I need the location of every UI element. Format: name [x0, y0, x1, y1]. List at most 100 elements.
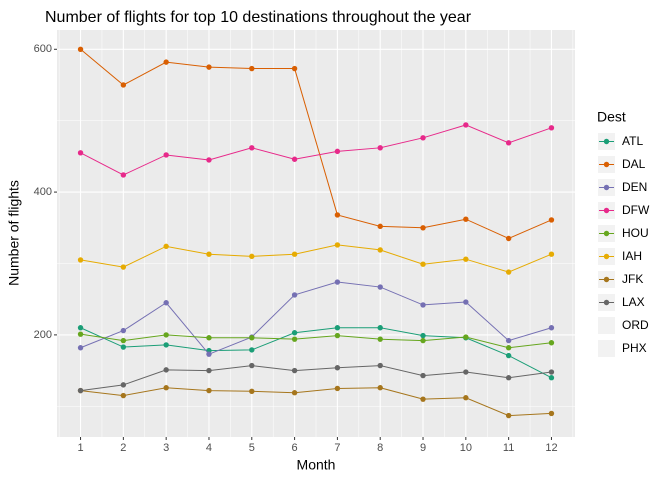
- data-point: [377, 145, 383, 151]
- x-axis-title: Month: [297, 457, 336, 473]
- data-point: [463, 395, 469, 401]
- data-point: [548, 325, 555, 331]
- data-point: [206, 351, 212, 357]
- data-point: [548, 410, 555, 417]
- data-point: [206, 157, 212, 163]
- data-point: [77, 345, 84, 351]
- y-axis-title: Number of flights: [6, 180, 22, 286]
- legend-label: ORD: [622, 318, 649, 332]
- data-point: [206, 335, 212, 341]
- x-tick-label: 9: [420, 442, 426, 454]
- data-point: [291, 65, 298, 72]
- data-point: [249, 253, 255, 260]
- legend-key-point: [603, 207, 610, 214]
- data-point: [420, 337, 426, 344]
- legend-label: DEN: [622, 180, 647, 194]
- data-point: [249, 65, 255, 72]
- data-point: [548, 340, 555, 346]
- legend-label: JFK: [622, 272, 643, 286]
- data-point: [420, 332, 426, 339]
- data-point: [163, 300, 169, 306]
- data-point: [377, 362, 383, 369]
- x-tick-label: 10: [460, 442, 472, 454]
- data-point: [505, 345, 512, 351]
- data-point: [548, 217, 555, 223]
- data-point: [420, 135, 426, 141]
- chart-title: Number of flights for top 10 destination…: [45, 9, 472, 26]
- data-point: [334, 212, 341, 218]
- legend-key: [598, 340, 615, 357]
- data-point: [120, 344, 127, 350]
- data-point: [463, 334, 469, 340]
- data-point: [120, 172, 127, 178]
- data-point: [334, 385, 341, 392]
- x-tick-label: 5: [249, 442, 255, 454]
- legend-key-point: [603, 230, 610, 237]
- series-line: [80, 387, 552, 417]
- data-point: [505, 375, 512, 381]
- y-tick-label: 400: [34, 186, 52, 198]
- legend-label: DFW: [622, 203, 650, 217]
- x-tick-label: 7: [334, 442, 340, 454]
- data-point: [463, 256, 469, 262]
- data-point: [291, 251, 298, 257]
- data-point: [505, 235, 512, 242]
- data-point: [291, 330, 298, 336]
- data-point: [377, 336, 383, 342]
- data-point: [548, 375, 555, 381]
- data-point: [463, 216, 469, 222]
- data-point: [249, 388, 255, 395]
- x-tick-label: 4: [206, 442, 212, 454]
- data-point: [463, 122, 469, 128]
- data-point: [291, 390, 298, 396]
- data-point: [334, 279, 341, 285]
- data-point: [334, 148, 341, 155]
- series-line: [80, 244, 552, 273]
- data-point: [163, 332, 169, 338]
- x-tick-label: 3: [163, 442, 169, 454]
- data-point: [420, 372, 426, 379]
- series-line: [80, 327, 552, 379]
- data-point: [291, 292, 298, 298]
- x-tick-label: 2: [120, 442, 126, 454]
- data-point: [206, 387, 212, 394]
- data-point: [163, 367, 169, 373]
- data-point: [77, 331, 84, 337]
- data-point: [77, 150, 84, 156]
- data-point: [206, 367, 212, 374]
- data-point: [77, 257, 84, 263]
- series-line: [80, 48, 552, 240]
- data-point: [163, 152, 169, 158]
- legend-key-point: [603, 138, 610, 145]
- x-tick-label: 1: [77, 442, 83, 454]
- data-point: [463, 299, 469, 305]
- data-point: [548, 251, 555, 257]
- legend-label: IAH: [622, 249, 642, 263]
- data-point: [249, 347, 255, 353]
- data-point: [163, 59, 169, 65]
- data-point: [334, 332, 341, 339]
- data-point: [548, 125, 555, 131]
- data-point: [120, 337, 127, 344]
- legend-key-point: [603, 276, 610, 283]
- data-point: [505, 269, 512, 275]
- data-point: [249, 145, 255, 151]
- y-tick-label: 600: [34, 43, 52, 55]
- data-point: [163, 342, 169, 348]
- series-line: [80, 281, 552, 355]
- legend-title: Dest: [597, 109, 626, 125]
- data-point: [206, 64, 212, 70]
- data-point: [334, 365, 341, 371]
- data-point: [377, 223, 383, 230]
- data-point: [334, 242, 341, 248]
- legend-label: PHX: [622, 341, 647, 355]
- legend-label: ATL: [622, 134, 643, 148]
- series-line: [80, 365, 552, 392]
- data-point: [420, 261, 426, 267]
- data-point: [420, 225, 426, 231]
- legend-key-point: [603, 299, 610, 306]
- data-point: [377, 247, 383, 253]
- data-point: [377, 284, 383, 290]
- data-point: [249, 362, 255, 369]
